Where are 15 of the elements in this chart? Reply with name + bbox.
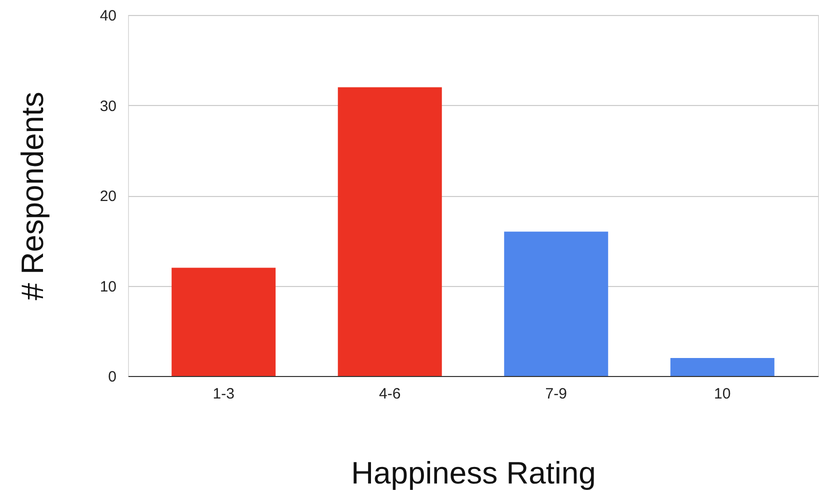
y-axis-title: # Respondents xyxy=(14,92,50,300)
x-tick-label: 1-3 xyxy=(212,386,234,402)
x-tick-label: 7-9 xyxy=(545,386,567,402)
bar xyxy=(172,268,276,376)
x-axis-title: Happiness Rating xyxy=(351,456,596,490)
y-tick-label: 20 xyxy=(100,188,116,205)
y-tick-label: 10 xyxy=(100,278,116,296)
y-tick-label: 40 xyxy=(100,8,116,24)
y-tick-label: 30 xyxy=(100,98,116,115)
bar xyxy=(338,87,442,376)
bar xyxy=(670,358,774,376)
bar xyxy=(504,232,608,376)
y-tick-label: 0 xyxy=(108,368,116,386)
x-tick-label: 10 xyxy=(714,386,731,402)
x-tick-label: 4-6 xyxy=(379,386,401,402)
